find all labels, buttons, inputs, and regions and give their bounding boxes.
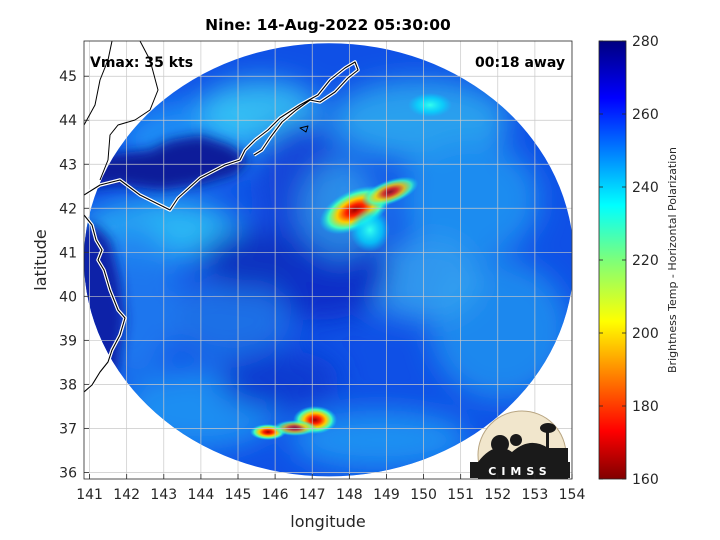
colorbar-label: Brightness Temp - Horizontal Polarizatio… [666,147,679,373]
x-tick-label: 148 [336,487,363,503]
colorbar-tick-label: 280 [632,34,659,50]
y-tick-label: 45 [59,69,77,85]
x-tick-label: 145 [225,487,252,503]
x-tick-label: 146 [262,487,289,503]
y-tick-label: 42 [59,201,77,217]
coastline-sakhalin [99,41,159,181]
vmax-label: Vmax: 35 kts [90,55,193,71]
satellite-dish-icon [491,435,509,453]
y-tick-label: 44 [59,113,77,129]
x-tick-label: 154 [559,487,586,503]
colorbar-ticks: 160 180 200 220 240 260 280 [599,34,659,488]
x-tick-label: 153 [522,487,549,503]
axes-frame [83,40,573,480]
x-tick-label: 144 [188,487,215,503]
colorbar-tick-label: 180 [632,399,659,415]
x-tick-label: 141 [76,487,103,503]
x-axis-label: longitude [290,512,365,531]
colorbar-tick-label: 260 [632,107,659,123]
coastline-inland [84,41,113,126]
map-axes: CIMSS Vmax: 35 kts 00:18 away 141 142 143 1… [59,40,585,503]
y-tick-label: 43 [59,157,77,173]
map-content: CIMSS [84,41,572,479]
y-tick-label: 41 [59,245,77,261]
x-tick-label: 149 [373,487,400,503]
y-axis-ticks: 36 37 38 39 40 41 42 43 44 45 [59,69,89,481]
y-tick-label: 37 [59,421,77,437]
colorbar-tick-label: 200 [632,326,659,342]
y-tick-label: 38 [59,377,77,393]
map-title: Nine: 14-Aug-2022 05:30:00 [205,16,451,34]
water-tower-icon [546,428,549,450]
coastline-kurils [299,125,309,133]
warm-feature-northeast [408,93,452,117]
colorbar-gradient [598,40,627,480]
y-tick-label: 36 [59,465,77,481]
x-tick-label: 147 [299,487,326,503]
coastlines [84,41,360,394]
y-tick-label: 39 [59,333,77,349]
gridlines [84,41,572,479]
colorbar-tick-label: 160 [632,472,659,488]
x-tick-label: 152 [484,487,511,503]
away-label: 00:18 away [475,55,565,71]
x-axis-ticks: 141 142 143 144 145 146 147 148 149 150 151 152 153 1… [76,474,585,503]
colorbar-tick-label: 240 [632,180,659,196]
x-tick-label: 151 [447,487,474,503]
cimss-logo-text: CIMSS [488,465,551,478]
x-tick-label: 142 [113,487,140,503]
x-tick-label: 143 [150,487,177,503]
x-tick-label: 150 [410,487,437,503]
y-axis-label: latitude [31,229,50,290]
y-tick-label: 40 [59,289,77,305]
warm-features [250,93,452,440]
colorbar-tick-label: 220 [632,253,659,269]
colorbar: 160 180 200 220 240 260 280 Brightness Temp - … [598,34,679,488]
cimss-logo: CIMSS [470,410,570,479]
